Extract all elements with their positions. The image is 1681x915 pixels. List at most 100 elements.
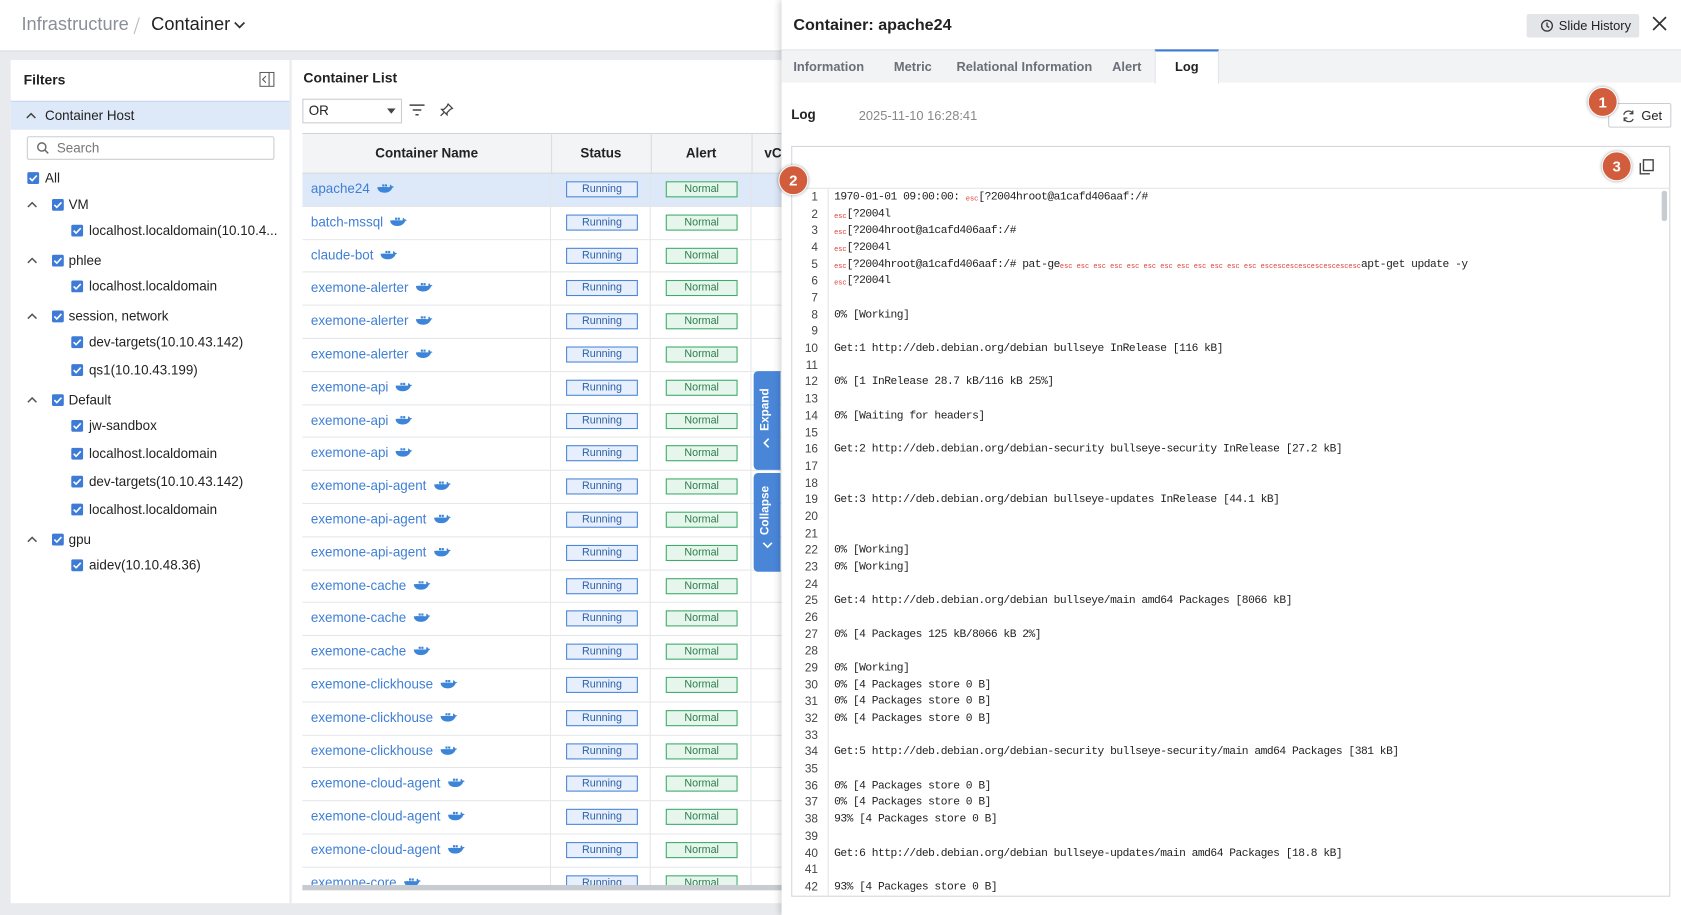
- get-button[interactable]: Get: [1608, 102, 1672, 128]
- container-name-link[interactable]: exemone-alerter: [310, 313, 409, 329]
- container-name-link[interactable]: exemone-clickhouse: [310, 676, 434, 692]
- checkbox[interactable]: [71, 280, 84, 293]
- container-name-link[interactable]: claude-bot: [310, 247, 374, 263]
- table-row[interactable]: exemone-cache Running Normal: [302, 570, 796, 604]
- container-name-link[interactable]: apache24: [310, 181, 370, 197]
- chevron-up[interactable]: [27, 396, 38, 404]
- tab[interactable]: Alert: [1099, 49, 1155, 81]
- breadcrumb[interactable]: Infrastructure: [21, 13, 129, 35]
- tree-group[interactable]: session, network: [68, 308, 169, 324]
- tree-item[interactable]: localhost.localdomain: [88, 446, 218, 462]
- checkbox[interactable]: [51, 310, 64, 323]
- section-header[interactable]: Container Host: [10, 100, 290, 130]
- table-row[interactable]: claude-bot Running Normal: [302, 239, 796, 273]
- table-row[interactable]: exemone-alerter Running Normal: [302, 338, 796, 373]
- pin-icon[interactable]: [440, 102, 454, 117]
- container-name-link[interactable]: exemone-cache: [310, 643, 407, 659]
- tab[interactable]: Information: [782, 49, 876, 81]
- container-name-link[interactable]: exemone-cache: [310, 610, 407, 626]
- tree-group[interactable]: phlee: [68, 253, 102, 269]
- table-row[interactable]: exemone-clickhouse Running Normal: [302, 735, 796, 769]
- tree-item[interactable]: jw-sandbox: [88, 418, 157, 434]
- tree-group[interactable]: gpu: [68, 532, 91, 548]
- container-name-link[interactable]: exemone-alerter: [310, 280, 409, 296]
- operator-select[interactable]: OR: [302, 98, 403, 124]
- container-name-link[interactable]: exemone-api: [310, 379, 389, 395]
- tree-item[interactable]: qs1(10.10.43.199): [88, 362, 198, 378]
- table-row[interactable]: exemone-clickhouse Running Normal: [302, 702, 796, 736]
- checkbox[interactable]: [51, 198, 64, 211]
- tree-item[interactable]: dev-targets(10.10.43.142): [88, 474, 244, 490]
- table-row[interactable]: exemone-cloud-agent Running Normal: [302, 801, 796, 835]
- breadcrumb-current[interactable]: Container: [151, 13, 231, 35]
- tree-item[interactable]: localhost.localdomain: [88, 502, 218, 518]
- chevron-down[interactable]: [234, 20, 246, 30]
- table-row[interactable]: exemone-api-agent Running Normal: [302, 504, 796, 538]
- table-row[interactable]: exemone-cloud-agent Running Normal: [302, 768, 796, 802]
- table-row[interactable]: exemone-cache Running Normal: [302, 603, 796, 637]
- container-name-link[interactable]: exemone-api-agent: [310, 478, 427, 494]
- tab[interactable]: Relational Information: [950, 49, 1099, 81]
- container-name-link[interactable]: exemone-api: [310, 445, 389, 461]
- tree-group[interactable]: VM: [68, 197, 89, 213]
- checkbox[interactable]: [71, 447, 84, 460]
- table-row[interactable]: exemone-clickhouse Running Normal: [302, 669, 796, 703]
- table-row[interactable]: exemone-alerter Running Normal: [302, 305, 796, 339]
- chevron-up[interactable]: [27, 312, 38, 320]
- tree-all[interactable]: All: [45, 170, 60, 186]
- table-row[interactable]: batch-mssql Running Normal: [302, 206, 796, 240]
- chevron-up[interactable]: [27, 535, 38, 543]
- table-row[interactable]: exemone-cache Running Normal: [302, 636, 796, 670]
- container-name-link[interactable]: exemone-cloud-agent: [310, 809, 441, 825]
- tab[interactable]: Metric: [876, 49, 950, 81]
- table-row[interactable]: exemone-api-agent Running Normal: [302, 537, 796, 571]
- close-button[interactable]: [1652, 16, 1667, 31]
- v-scrollbar[interactable]: [1661, 190, 1668, 221]
- checkbox[interactable]: [27, 172, 40, 185]
- container-name-link[interactable]: exemone-clickhouse: [310, 709, 434, 725]
- table-row[interactable]: exemone-api Running Normal: [302, 438, 796, 472]
- tree-item[interactable]: aidev(10.10.48.36): [88, 557, 201, 573]
- checkbox[interactable]: [71, 475, 84, 488]
- checkbox[interactable]: [71, 364, 84, 377]
- checkbox[interactable]: [51, 394, 64, 407]
- expand-tab[interactable]: Expand: [753, 371, 781, 470]
- container-name-link[interactable]: exemone-api-agent: [310, 511, 427, 527]
- container-name-link[interactable]: exemone-cloud-agent: [310, 842, 441, 858]
- container-name-link[interactable]: exemone-alerter: [310, 346, 409, 362]
- checkbox[interactable]: [71, 503, 84, 516]
- collapse-tab[interactable]: Collapse: [753, 473, 781, 572]
- checkbox[interactable]: [71, 336, 84, 349]
- table-row[interactable]: exemone-cloud-agent Running Normal: [302, 834, 796, 868]
- chevron-up[interactable]: [27, 201, 38, 209]
- table-row[interactable]: exemone-api Running Normal: [302, 405, 796, 439]
- checkbox[interactable]: [51, 533, 64, 546]
- slide-history-button[interactable]: Slide History: [1526, 13, 1640, 38]
- container-name-link[interactable]: exemone-clickhouse: [310, 742, 434, 758]
- chevron-up[interactable]: [27, 256, 38, 264]
- column-header[interactable]: Container Name: [302, 134, 553, 173]
- checkbox[interactable]: [71, 224, 84, 237]
- h-scrollbar[interactable]: [302, 884, 785, 891]
- checkbox[interactable]: [71, 419, 84, 432]
- container-name-link[interactable]: exemone-cloud-agent: [310, 775, 441, 791]
- copy-button[interactable]: [1639, 159, 1654, 175]
- checkbox[interactable]: [71, 559, 84, 572]
- filter-icon[interactable]: [408, 103, 425, 117]
- table-row[interactable]: exemone-api Running Normal: [302, 372, 796, 406]
- container-name-link[interactable]: exemone-api: [310, 412, 389, 428]
- tree-group[interactable]: Default: [68, 392, 112, 408]
- tree-item[interactable]: localhost.localdomain: [88, 278, 218, 294]
- container-name-link[interactable]: exemone-api-agent: [310, 544, 427, 560]
- container-name-link[interactable]: exemone-cache: [310, 577, 407, 593]
- container-name-link[interactable]: batch-mssql: [310, 214, 384, 230]
- tree-item[interactable]: dev-targets(10.10.43.142): [88, 334, 244, 350]
- table-row[interactable]: apache24 Running Normal: [302, 173, 796, 207]
- tab[interactable]: Log: [1154, 49, 1219, 84]
- tree-item[interactable]: localhost.localdomain(10.10.4...: [88, 223, 278, 239]
- table-row[interactable]: exemone-api-agent Running Normal: [302, 471, 796, 505]
- checkbox[interactable]: [51, 254, 64, 267]
- column-header[interactable]: Status: [551, 134, 652, 173]
- collapse-icon[interactable]: [259, 71, 275, 87]
- search-box[interactable]: Search: [26, 136, 275, 160]
